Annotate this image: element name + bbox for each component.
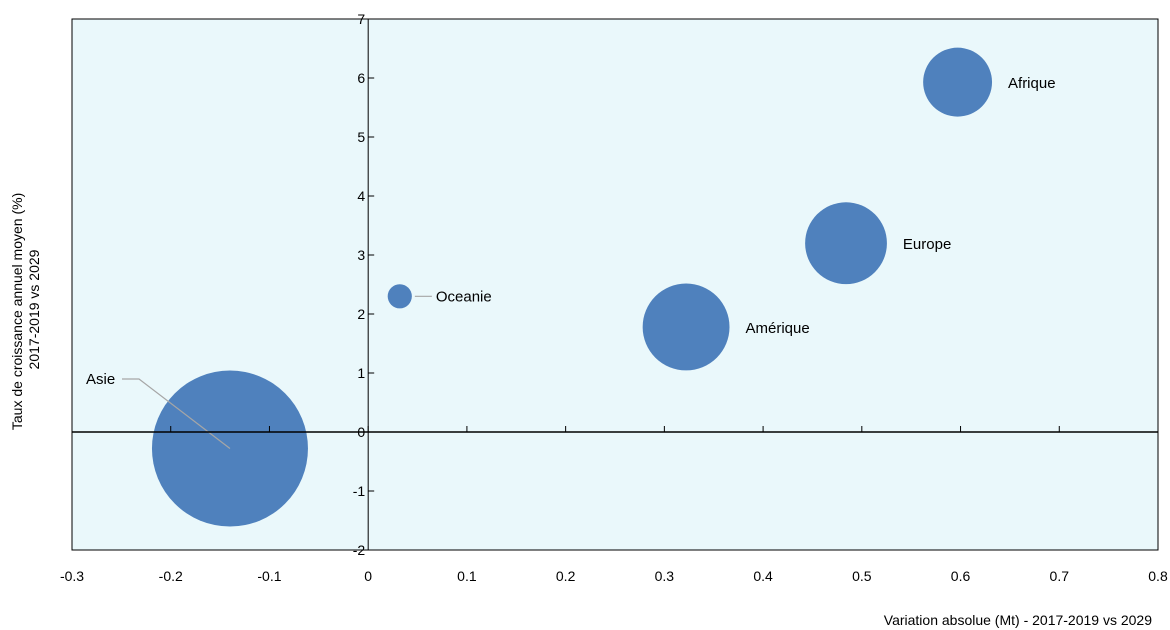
bubble-europe bbox=[805, 202, 887, 285]
y-tick-label: 0 bbox=[357, 424, 365, 440]
y-tick-label: 1 bbox=[357, 365, 365, 381]
x-tick-label: -0.1 bbox=[257, 568, 281, 584]
y-axis-title-line-2: 2017-2019 vs 2029 bbox=[26, 249, 42, 369]
x-tick-label: 0.7 bbox=[1050, 568, 1070, 584]
leader-line-asie bbox=[122, 378, 231, 449]
x-tick-label: 0 bbox=[364, 568, 372, 584]
point-label-afrique: Afrique bbox=[1008, 75, 1056, 92]
x-tick-label: 0.6 bbox=[951, 568, 971, 584]
x-tick-label: 0.2 bbox=[556, 568, 576, 584]
point-label-europe: Europe bbox=[903, 236, 951, 253]
y-tick-label: 6 bbox=[357, 70, 365, 86]
x-axis-title: Variation absolue (Mt) - 2017-2019 vs 20… bbox=[884, 612, 1152, 628]
x-tick-label: 0.8 bbox=[1148, 568, 1168, 584]
point-labels-layer: Asie Oceanie Amérique Europe Afrique bbox=[86, 75, 1056, 388]
y-tick-label: 2 bbox=[357, 306, 365, 322]
y-tick-label: 5 bbox=[357, 129, 365, 145]
y-tick-label: 7 bbox=[357, 11, 365, 27]
point-label-oceanie: Oceanie bbox=[436, 288, 492, 305]
x-tick-label: -0.2 bbox=[159, 568, 183, 584]
bubble-asie bbox=[151, 370, 308, 527]
point-label-am-rique: Amérique bbox=[746, 320, 810, 337]
y-tick-label: 4 bbox=[357, 188, 365, 204]
y-axis-title: Taux de croissance annuel moyen (%) 2017… bbox=[9, 189, 42, 430]
y-tick-label: 3 bbox=[357, 247, 365, 263]
x-tick-label: -0.3 bbox=[60, 568, 84, 584]
point-label-asie: Asie bbox=[86, 371, 115, 388]
x-tick-label: 0.1 bbox=[457, 568, 477, 584]
x-tick-label: 0.3 bbox=[655, 568, 675, 584]
axes-layer: -0.3 -0.2 -0.1 0 0.1 0.2 0.3 0.4 0.5 0.6 0.7 0.8 -2 -… bbox=[60, 11, 1168, 584]
leader-lines-layer bbox=[122, 295, 432, 449]
bubble-afrique bbox=[923, 47, 993, 117]
x-tick-label: 0.5 bbox=[852, 568, 872, 584]
y-axis-title-line-1: Taux de croissance annuel moyen (%) bbox=[9, 193, 25, 430]
x-tick-label: 0.4 bbox=[753, 568, 773, 584]
y-tick-label: -1 bbox=[353, 483, 366, 499]
bubble-oceanie bbox=[387, 284, 412, 309]
y-tick-label: -2 bbox=[353, 542, 366, 558]
bubbles-layer bbox=[151, 47, 993, 527]
bubble-am-rique bbox=[642, 283, 730, 371]
